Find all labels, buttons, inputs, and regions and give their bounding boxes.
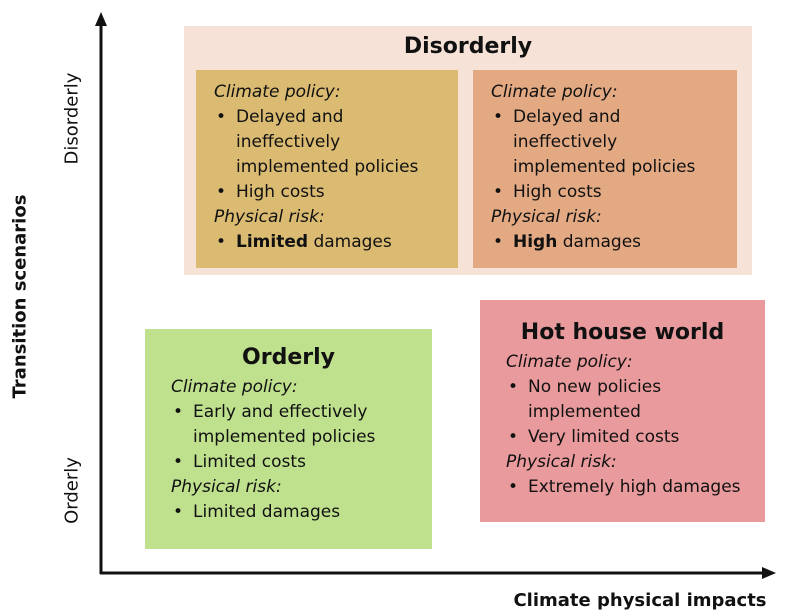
- y-bottom-label: Orderly: [61, 457, 83, 524]
- section-heading: Climate policy:: [171, 377, 298, 397]
- disorderly-panel: Climate policy: Delayed and ineffectively…: [196, 70, 458, 268]
- bullet-item: Limited damages: [173, 500, 428, 525]
- section-heading: Climate policy:: [214, 82, 341, 102]
- section-heading: Physical risk:: [214, 207, 325, 227]
- box-title: Orderly: [242, 345, 335, 370]
- bullet-list: Delayed and ineffectively implemented po…: [214, 105, 451, 205]
- bullet-item: Extremely high damages: [508, 475, 763, 500]
- item-text: damages: [313, 232, 392, 252]
- bold-text: High: [513, 232, 558, 252]
- bullet-item: High costs: [216, 180, 451, 205]
- bullet-item: Limited costs: [173, 450, 428, 475]
- disorderly-panel: Climate policy: Delayed and ineffectively…: [473, 70, 737, 268]
- bullet-item: High damages: [493, 230, 728, 255]
- hot-house-box: Hot house world Climate policy: No new pol…: [480, 300, 765, 522]
- bullet-list: Early and effectively implemented polici…: [171, 400, 428, 475]
- x-axis-label: Climate physical impacts: [513, 590, 767, 611]
- section-heading: Climate policy:: [491, 82, 618, 102]
- orderly-box: Orderly Climate policy: Early and effectiv…: [145, 329, 432, 549]
- bullet-list: High damages: [491, 230, 728, 255]
- bullet-item: No new policies implemented: [508, 375, 763, 425]
- bold-text: Limited: [236, 232, 309, 252]
- box-title: Disorderly: [403, 34, 533, 59]
- section-heading: Physical risk:: [506, 452, 617, 472]
- bullet-list: Limited damages: [171, 500, 428, 525]
- y-top-label: Disorderly: [61, 72, 83, 165]
- bullet-list: Extremely high damages: [506, 475, 763, 500]
- bullet-item: Limited damages: [216, 230, 451, 255]
- bullet-list: No new policies implementedVery limited …: [506, 375, 763, 450]
- section-heading: Physical risk:: [171, 477, 282, 497]
- bullet-item: Very limited costs: [508, 425, 763, 450]
- bullet-item: High costs: [493, 180, 728, 205]
- bullet-list: Limited damages: [214, 230, 451, 255]
- y-axis-label: Transition scenarios: [9, 194, 31, 399]
- bullet-list: Delayed and ineffectively implemented po…: [491, 105, 728, 205]
- box-title: Hot house world: [520, 320, 725, 345]
- bullet-item: Delayed and ineffectively implemented po…: [216, 105, 451, 180]
- section-heading: Climate policy:: [506, 352, 633, 372]
- bullet-item: Early and effectively implemented polici…: [173, 400, 428, 450]
- item-text: damages: [562, 232, 642, 252]
- bullet-item: Delayed and ineffectively implemented po…: [493, 105, 728, 180]
- section-heading: Physical risk:: [491, 207, 602, 227]
